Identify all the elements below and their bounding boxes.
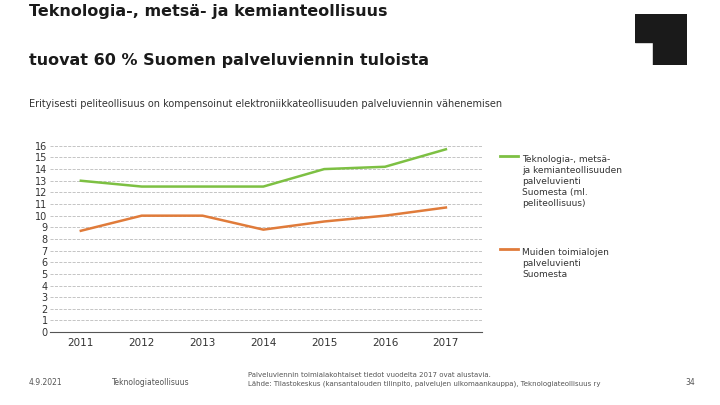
Text: Palveluviennin toimialakohtaiset tiedot vuodelta 2017 ovat alustavia.
Lähde: Til: Palveluviennin toimialakohtaiset tiedot … bbox=[248, 372, 601, 387]
Text: tuovat 60 % Suomen palveluviennin tuloista: tuovat 60 % Suomen palveluviennin tulois… bbox=[29, 53, 429, 68]
Text: 34: 34 bbox=[685, 378, 695, 387]
Text: Teknologiateollisuus: Teknologiateollisuus bbox=[112, 378, 189, 387]
Text: Teknologia-, metsä- ja kemianteollisuus: Teknologia-, metsä- ja kemianteollisuus bbox=[29, 4, 387, 19]
Text: 4.9.2021: 4.9.2021 bbox=[29, 378, 63, 387]
Text: Teknologia-, metsä-
ja kemianteollisuuden
palveluvienti
Suomesta (ml.
peliteolli: Teknologia-, metsä- ja kemianteollisuude… bbox=[522, 155, 622, 208]
Polygon shape bbox=[635, 14, 687, 65]
Text: Muiden toimialojen
palveluvienti
Suomesta: Muiden toimialojen palveluvienti Suomest… bbox=[522, 248, 609, 279]
Text: Erityisesti peliteollisuus on kompensoinut elektroniikkateollisuuden palveluvien: Erityisesti peliteollisuus on kompensoin… bbox=[29, 99, 502, 109]
